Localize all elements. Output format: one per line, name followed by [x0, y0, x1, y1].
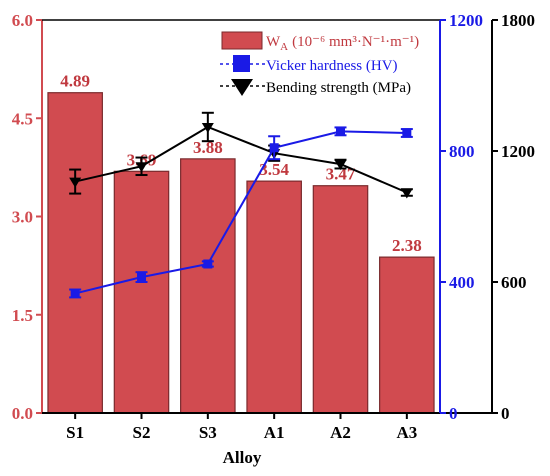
left-axis-tick-label-2: 3.0	[12, 208, 33, 227]
bending-point-s3	[201, 122, 214, 133]
x-tick-label-s3: S3	[199, 423, 217, 442]
bar-label-a1: 3.54	[259, 160, 289, 179]
x-tick-label-a1: A1	[264, 423, 285, 442]
left-axis-tick-label-3: 4.5	[12, 109, 33, 128]
bar-label-a3: 2.38	[392, 236, 422, 255]
bar-labels: 4.893.693.883.54 3.472.38	[60, 72, 421, 255]
bending-point-a2	[334, 160, 347, 171]
legend-label-bending: Bending strength (MPa)	[266, 80, 411, 96]
series-lines	[69, 111, 413, 299]
bending-point-s1	[69, 177, 82, 188]
right-inner-axis-tick-label-1: 400	[449, 273, 475, 292]
legend-marker-hardness	[233, 55, 250, 72]
x-tick-label-a2: A2	[330, 423, 351, 442]
legend-label-wear: WA (10⁻⁶ mm³·N⁻¹·m⁻¹)	[266, 34, 419, 53]
bending-line	[74, 125, 408, 194]
legend-wear-units: (10⁻⁶ mm³·N⁻¹·m⁻¹)	[292, 34, 419, 50]
hardness-point-a2	[336, 126, 345, 136]
right-inner-axis-tick-label-3: 1200	[449, 11, 483, 30]
hardness-point-s3	[203, 259, 213, 269]
hardness-point-s1	[70, 288, 80, 298]
x-tick-label-s1: S1	[66, 423, 84, 442]
bending-point-a3	[400, 188, 413, 199]
hardness-point-a3	[402, 128, 412, 138]
left-axis-tick-label-1: 1.5	[12, 306, 33, 325]
right-outer-axis-tick-label-3: 1800	[501, 11, 535, 30]
hardness-point-s2	[137, 272, 146, 282]
right-outer-axis-tick-label-2: 1200	[501, 142, 535, 161]
bending-point-s2	[135, 162, 148, 173]
right-outer-axis-tick-label-0: 0	[501, 404, 510, 423]
bar-a1	[246, 180, 302, 414]
bar-s3	[180, 158, 236, 414]
legend-marker-bending	[231, 79, 253, 96]
bar-a3	[379, 256, 435, 414]
left-axis-tick-label-0: 0.0	[12, 404, 33, 423]
legend: WA (10⁻⁶ mm³·N⁻¹·m⁻¹) Vicker hardness (HV…	[220, 31, 419, 96]
bar-a2	[312, 185, 369, 414]
bars	[47, 92, 435, 414]
bar-s1	[47, 92, 103, 414]
right-inner-axis-tick-label-2: 800	[449, 142, 475, 161]
legend-label-hardness: Vicker hardness (HV)	[266, 58, 398, 74]
right-outer-axis-tick-label-1: 600	[501, 273, 527, 292]
bar-label-s1: 4.89	[60, 72, 90, 91]
bar-s2	[113, 170, 170, 414]
left-axis-tick-label-4: 6.0	[12, 11, 33, 30]
x-tick-label-a3: A3	[396, 423, 417, 442]
hardness-point-a1	[269, 143, 279, 153]
hardness-line	[74, 130, 407, 295]
x-axis-title: Alloy	[223, 448, 262, 467]
legend-wear-subscript: A	[280, 41, 288, 53]
legend-swatch-wear	[221, 31, 263, 50]
legend-wear-name: W	[266, 34, 281, 50]
bar-label-a2: 3.47	[326, 165, 356, 184]
x-tick-label-s2: S2	[133, 423, 151, 442]
bar-label-s3: 3.88	[193, 138, 223, 157]
axes: 0.0 1.5 3.0 4.5 6.0 0 400 800 1200 0 600 1200 1800 S1…	[12, 11, 535, 442]
right-inner-axis-tick-label-0: 0	[449, 404, 458, 423]
